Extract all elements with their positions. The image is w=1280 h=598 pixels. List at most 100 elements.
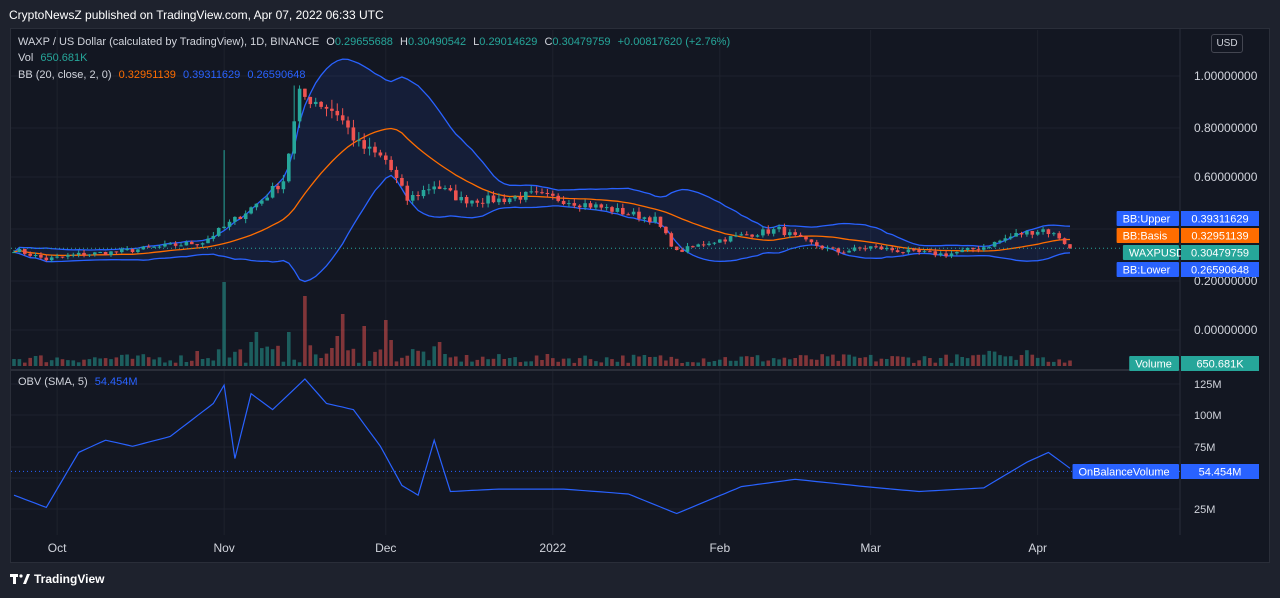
candle [836, 247, 841, 256]
currency-button[interactable]: USD [1211, 34, 1243, 53]
candle [324, 104, 329, 117]
candle-body [292, 121, 296, 154]
volume-bar [718, 359, 722, 366]
candle-body [906, 249, 911, 253]
candle [432, 181, 436, 194]
price-axis-label: 0.80000000 [1194, 121, 1258, 135]
candle-body [696, 244, 700, 247]
grid [11, 30, 1180, 535]
candle [103, 251, 108, 256]
candle [281, 174, 286, 194]
volume-bar [1030, 354, 1035, 366]
volume-bars [12, 282, 1072, 366]
candle [340, 108, 345, 125]
volume-bar [712, 361, 717, 366]
candle [486, 191, 490, 208]
badge-bb-lower: BB:Lower 0.26590648 [1116, 262, 1259, 277]
volume-bar [642, 355, 647, 366]
legend-vol-value: 650.681K [40, 52, 88, 64]
volume-bar [540, 360, 544, 366]
candle-body [1068, 244, 1072, 249]
candle [971, 247, 975, 253]
volume-bar [384, 320, 388, 366]
candle [518, 191, 523, 204]
time-axis-label: Mar [860, 541, 881, 555]
candle [378, 149, 383, 158]
volume-bar [357, 362, 361, 366]
candle-body [502, 198, 507, 202]
candle-body [130, 249, 135, 252]
volume-bar [852, 356, 857, 366]
candle-body [928, 251, 932, 253]
candle [1030, 230, 1035, 239]
volume-bar [475, 359, 480, 366]
obv-axis-label: 25M [1194, 504, 1215, 516]
volume-bar [868, 354, 873, 366]
candle [874, 243, 878, 249]
candle-body [464, 197, 469, 204]
volume-bar [820, 354, 824, 366]
volume-bar [60, 359, 65, 366]
volume-bar [707, 361, 711, 366]
candle [755, 234, 760, 238]
candle [1025, 230, 1029, 237]
volume-bar [28, 357, 32, 366]
candle-body [701, 244, 706, 246]
candle-body [561, 200, 566, 204]
candle-body [556, 195, 560, 201]
volume-bar [93, 357, 97, 366]
volume-bar [982, 354, 986, 366]
candle [39, 252, 43, 260]
legend-bb-basis: 0.32951139 [118, 69, 176, 81]
volume-bar [136, 355, 140, 366]
candle [610, 205, 614, 215]
candle-body [518, 196, 523, 200]
candle [658, 216, 663, 229]
candle-body [815, 242, 819, 246]
candle-body [103, 252, 108, 255]
volume-bar [292, 359, 296, 366]
chart-frame[interactable] [10, 28, 1270, 563]
volume-bar [1062, 362, 1067, 366]
candle-body [410, 195, 415, 201]
volume-bar [621, 355, 625, 366]
candle-body [534, 191, 539, 193]
candle [631, 208, 636, 216]
legend-l-label: L [473, 36, 480, 48]
candle [820, 245, 824, 251]
volume-bar [567, 358, 571, 366]
candle [400, 174, 404, 187]
candle-body [998, 240, 1002, 242]
badge-obv-value: 54.454M [1199, 467, 1242, 479]
volume-bar [416, 350, 420, 366]
candle-body [1030, 231, 1035, 235]
candle-body [243, 213, 248, 219]
bb-band-fill [14, 59, 1070, 282]
candle-body [211, 235, 216, 239]
candle-body [551, 193, 555, 196]
candle-body [680, 249, 684, 252]
candle-body [604, 207, 609, 209]
volume-bar [831, 354, 835, 366]
volume-bar [998, 355, 1002, 366]
badge-bb-lower-label-box [1116, 262, 1179, 277]
publisher-info: CryptoNewsZ published on TradingView.com… [9, 8, 384, 22]
volume-bar [847, 354, 851, 366]
candle [1019, 231, 1024, 238]
badge-obv-label-box [1072, 464, 1179, 479]
candle [12, 250, 16, 254]
volume-bar [125, 354, 129, 366]
volume-bar [222, 282, 226, 366]
footer-logo[interactable]: TradingView [10, 572, 104, 586]
badge-bb-upper-label: BB:Upper [1123, 214, 1171, 226]
candle [87, 254, 92, 257]
badge-bb-basis-label-box [1116, 228, 1179, 243]
candle [1035, 230, 1040, 236]
bb-basis-line [13, 127, 1071, 257]
candle [233, 216, 237, 225]
volume-bar [394, 361, 399, 366]
candle [443, 185, 447, 191]
badge-volume-value: 650.681K [1196, 359, 1244, 371]
time-axis-label: Feb [709, 541, 730, 555]
